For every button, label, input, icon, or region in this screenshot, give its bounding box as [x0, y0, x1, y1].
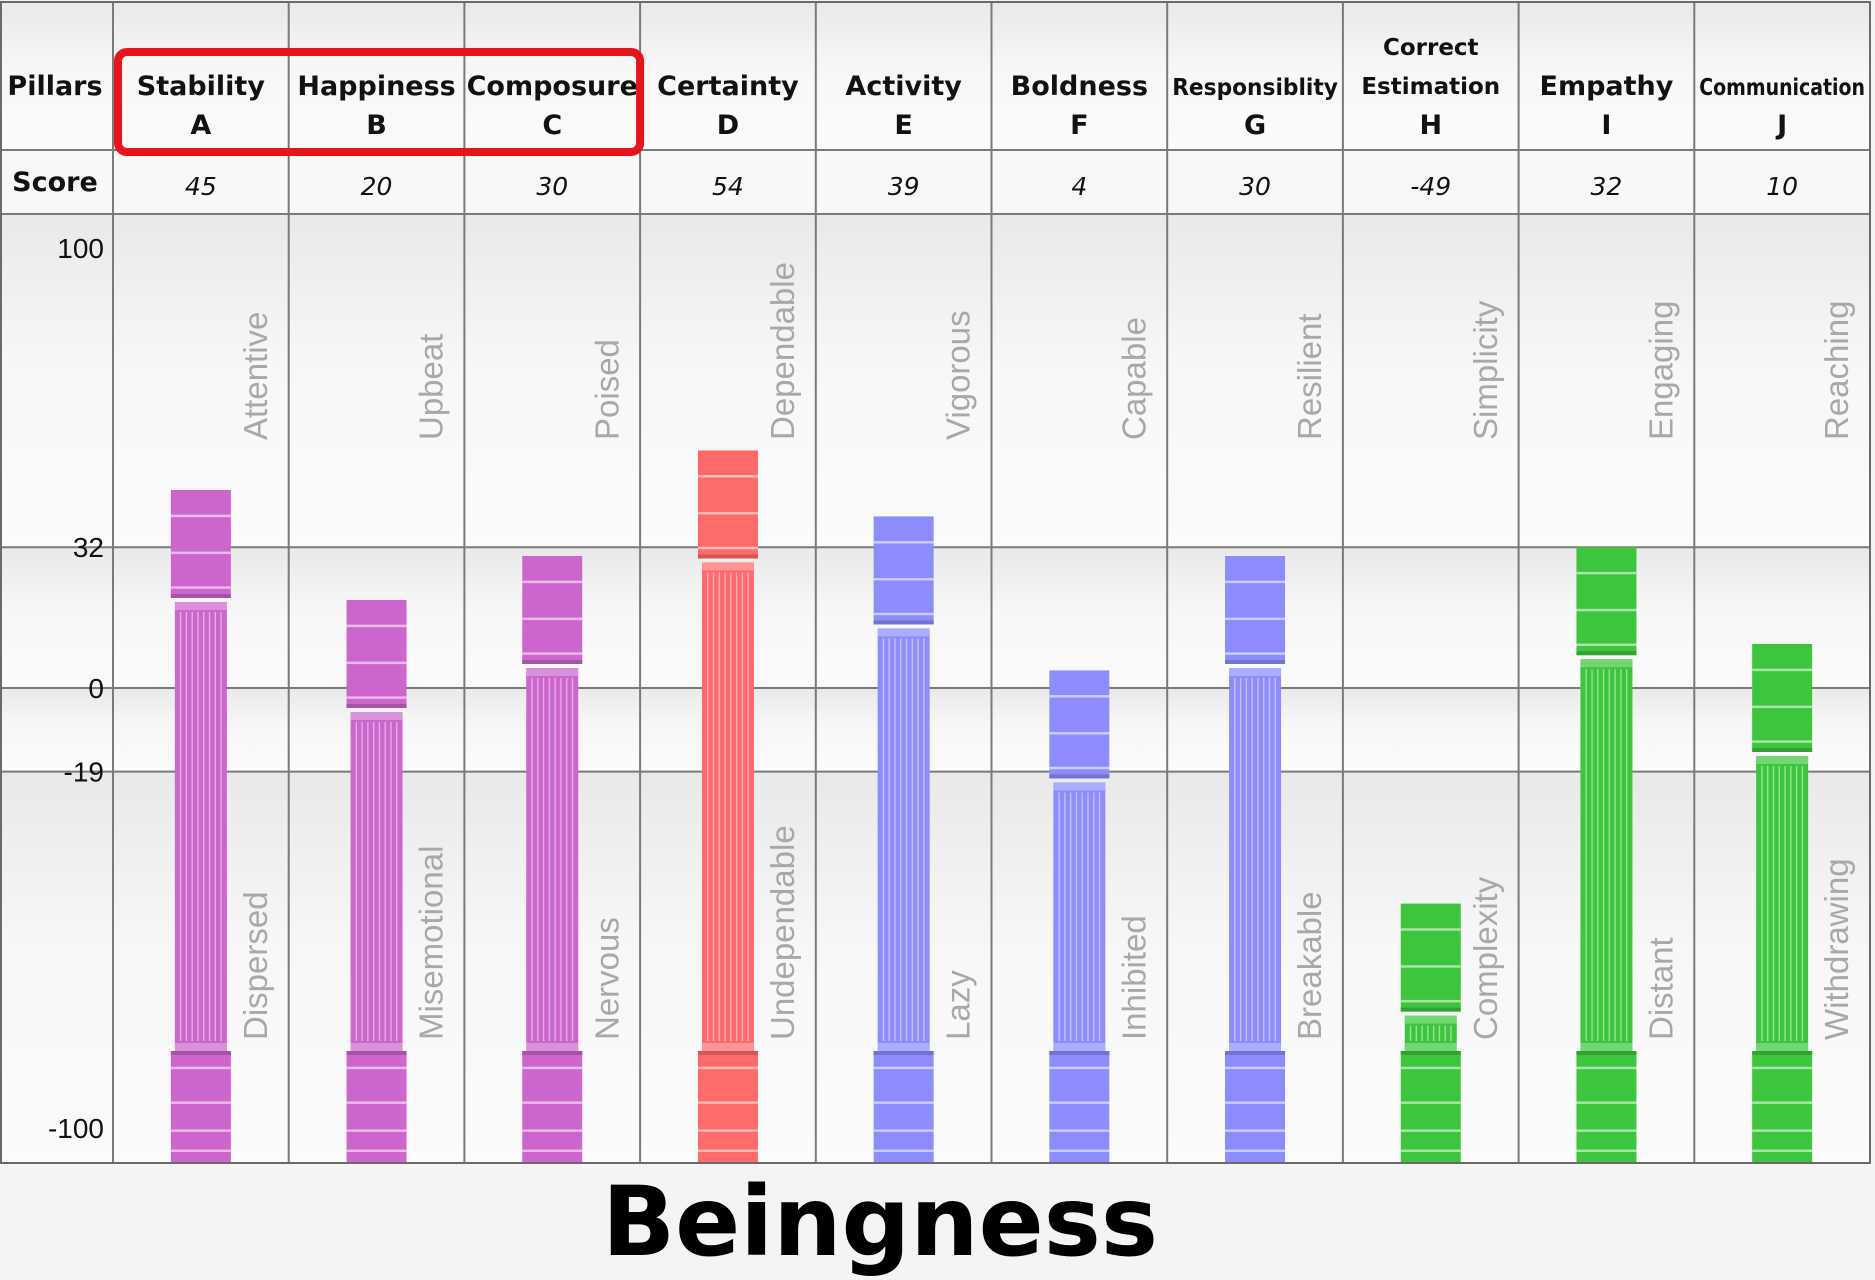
score-value: -49: [1410, 172, 1451, 201]
pillar-bar-g: [1225, 556, 1286, 1163]
pillar-name: Boldness: [1011, 71, 1148, 102]
pillar-bar-b: [346, 600, 407, 1163]
y-tick-label: 100: [57, 233, 104, 264]
pillar-name: Stability: [137, 71, 266, 102]
pillar-bar-j: [1752, 644, 1813, 1163]
pillar-letter: H: [1419, 110, 1442, 141]
upper-trait-label: Poised: [588, 339, 625, 440]
pillar-name: Communication: [1699, 75, 1865, 101]
pillar-name: Composure: [467, 71, 638, 102]
pillar-name: Responsiblity: [1172, 75, 1338, 101]
pillar-name: Happiness: [297, 71, 455, 102]
pillar-letter: J: [1775, 110, 1787, 141]
lower-trait-label: Lazy: [940, 970, 977, 1040]
upper-trait-label: Reaching: [1818, 301, 1855, 440]
pillar-bar-a: [170, 490, 231, 1163]
pillar-name: Certainty: [657, 71, 799, 102]
pillar-letter: A: [190, 110, 211, 141]
pillar-bar-f: [1049, 670, 1110, 1163]
pillar-bar-e: [873, 516, 934, 1163]
upper-trait-label: Vigorous: [940, 310, 977, 440]
lower-trait-label: Dispersed: [237, 891, 274, 1040]
pillar-name: Empathy: [1540, 71, 1674, 102]
lower-trait-label: Undependable: [764, 825, 801, 1040]
pillar-name: Correct Estimation: [1361, 35, 1500, 100]
lower-trait-label: Withdrawing: [1818, 858, 1855, 1040]
score-value: 4: [1071, 172, 1087, 201]
y-tick-label: 32: [73, 532, 104, 563]
upper-trait-label: Engaging: [1642, 301, 1679, 440]
pillar-letter: G: [1244, 110, 1266, 141]
lower-trait-label: Misemotional: [413, 846, 450, 1040]
pillar-bar-c: [522, 556, 583, 1163]
pillar-bar-h: [1400, 903, 1461, 1163]
score-value: 10: [1766, 172, 1798, 201]
score-value: 20: [361, 172, 393, 201]
lower-trait-label: Breakable: [1291, 891, 1328, 1040]
upper-trait-label: Attentive: [237, 312, 274, 440]
score-value: 30: [1239, 172, 1271, 201]
lower-trait-label: Inhibited: [1115, 915, 1152, 1040]
upper-trait-label: Resilient: [1291, 313, 1328, 440]
pillar-name: Activity: [845, 71, 962, 102]
pillar-letter: C: [542, 110, 562, 141]
score-value: 39: [888, 172, 920, 201]
upper-trait-label: Simplicity: [1467, 300, 1504, 440]
upper-trait-label: Capable: [1115, 317, 1152, 440]
pillar-letter: D: [717, 110, 739, 141]
upper-trait-label: Upbeat: [413, 334, 450, 440]
score-value: 30: [536, 172, 568, 201]
lower-trait-label: Complexity: [1467, 876, 1504, 1040]
score-value: 45: [185, 172, 217, 201]
pillar-letter: F: [1070, 110, 1088, 141]
y-tick-label: -19: [64, 757, 104, 788]
lower-trait-label: Nervous: [588, 917, 625, 1040]
pillars-row-label: Pillars: [7, 71, 102, 102]
pillar-letter: I: [1601, 110, 1611, 141]
pillar-bar-i: [1576, 547, 1637, 1163]
pillar-bar-d: [697, 450, 758, 1163]
y-tick-label: 0: [88, 673, 104, 704]
pillar-letter: B: [366, 110, 387, 141]
chart-title: Beingness: [602, 1166, 1158, 1278]
score-row-label: Score: [12, 167, 98, 198]
pillar-letter: E: [894, 110, 912, 141]
score-value: 32: [1591, 172, 1623, 201]
score-value: 54: [712, 172, 744, 201]
y-tick-label: -100: [48, 1113, 104, 1144]
upper-trait-label: Dependable: [764, 262, 801, 440]
highlight-box: [114, 48, 645, 156]
lower-trait-label: Distant: [1642, 937, 1679, 1040]
